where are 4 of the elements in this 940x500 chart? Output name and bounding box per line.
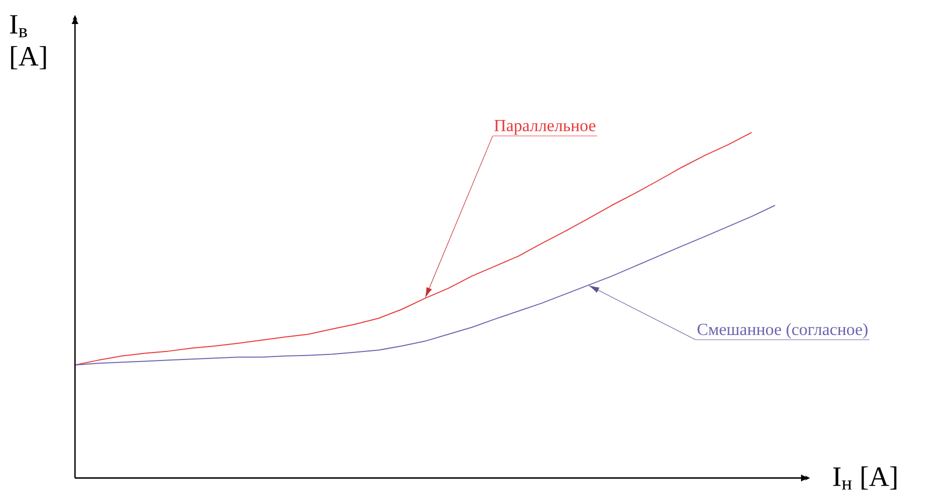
x-axis-title: I$_{н}$ [A] [833,466,896,490]
y-axis-title: I$_{в}$ [A] [10,15,46,70]
text: Смешанное (согласное) [698,323,868,339]
text: Параллельное [494,120,596,135]
